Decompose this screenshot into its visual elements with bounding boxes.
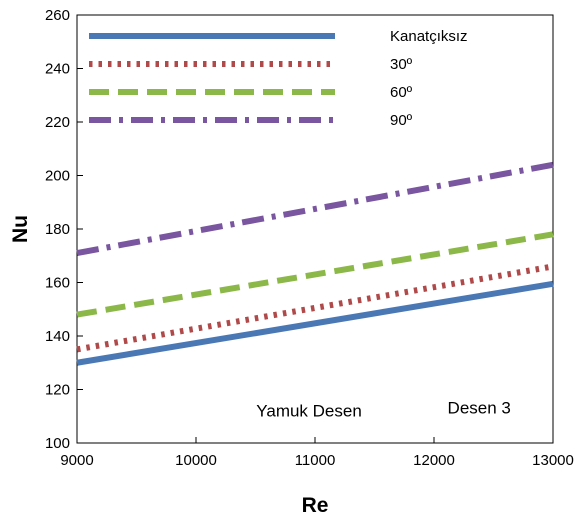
x-tick-label: 10000 bbox=[175, 452, 217, 469]
legend-label: Kanatçıksız bbox=[390, 28, 468, 45]
y-tick-label: 160 bbox=[45, 275, 70, 292]
y-tick-label: 180 bbox=[45, 221, 70, 238]
y-tick-label: 140 bbox=[45, 328, 70, 345]
series-line-1 bbox=[77, 266, 553, 349]
plot-area bbox=[77, 15, 553, 443]
x-tick-label: 11000 bbox=[295, 452, 336, 469]
annotations: Yamuk Desen Desen 3 bbox=[256, 399, 511, 421]
y-tick-label: 240 bbox=[45, 61, 70, 78]
x-tick-label: 9000 bbox=[60, 452, 93, 469]
y-axis-title: Nu bbox=[9, 215, 32, 243]
y-tick-label: 120 bbox=[45, 382, 70, 399]
legend-label: 60º bbox=[390, 84, 413, 101]
y-tick-label: 260 bbox=[45, 7, 70, 24]
x-tick-label: 13000 bbox=[532, 452, 574, 469]
y-tick-label: 200 bbox=[45, 168, 70, 185]
annotation-label: Desen 3 bbox=[448, 399, 511, 418]
y-tick-label: 220 bbox=[45, 114, 70, 131]
y-tick-label: 100 bbox=[45, 435, 70, 452]
annotation-label: Yamuk Desen bbox=[256, 401, 362, 420]
legend-label: 90º bbox=[390, 112, 413, 129]
series-line-2 bbox=[77, 234, 553, 314]
x-axis-title: Re bbox=[302, 494, 329, 517]
series-line-0 bbox=[77, 284, 553, 363]
plot-frame bbox=[77, 15, 553, 443]
legend: Kanatçıksız 30º 60º 90º bbox=[89, 28, 468, 129]
x-tick-label: 12000 bbox=[413, 452, 455, 469]
series-layer bbox=[77, 165, 553, 363]
series-line-3 bbox=[77, 165, 553, 253]
x-axis-ticks: 9000 10000 11000 12000 13000 bbox=[60, 437, 574, 469]
legend-label: 30º bbox=[390, 56, 413, 73]
